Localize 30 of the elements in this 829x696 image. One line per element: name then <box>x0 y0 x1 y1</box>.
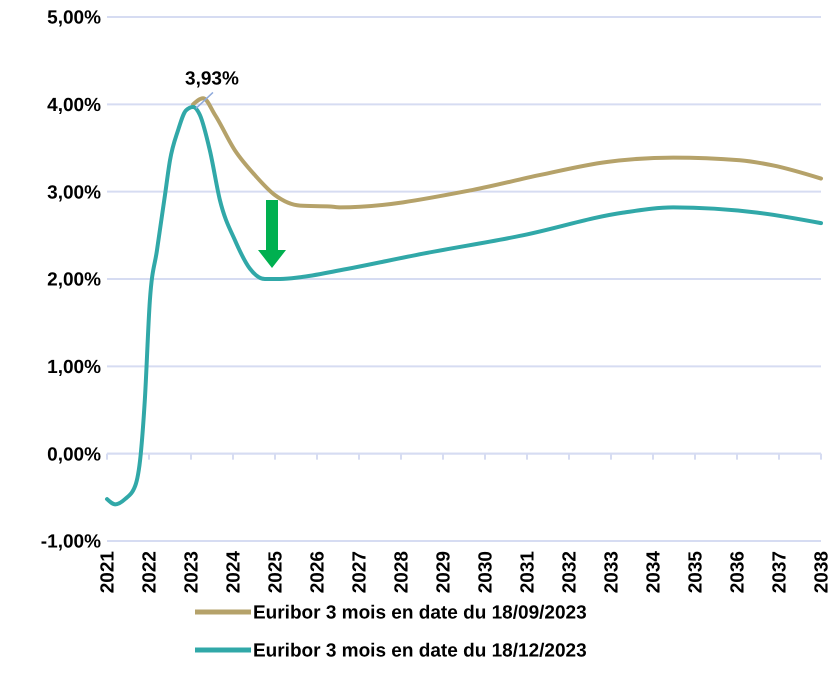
x-tick-label: 2038 <box>812 551 829 594</box>
y-tick-label: 1,00% <box>47 356 102 378</box>
x-tick-label: 2021 <box>98 550 119 594</box>
x-tick-label: 2030 <box>476 551 497 594</box>
x-tick-label: 2033 <box>602 551 623 594</box>
x-tick-label: 2035 <box>686 550 707 594</box>
annotation: 3,93% <box>185 68 239 90</box>
x-tick-label: 2037 <box>770 551 791 594</box>
x-tick-label: 2026 <box>308 551 329 594</box>
x-tick-label: 2022 <box>140 551 161 594</box>
y-tick-label: 4,00% <box>47 94 102 116</box>
y-tick-label: -1,00% <box>40 532 102 553</box>
legend-label: Euribor 3 mois en date du 18/09/2023 <box>253 602 587 624</box>
x-tick-label: 2036 <box>728 551 749 594</box>
y-tick-label: 0,00% <box>47 444 102 466</box>
x-tick-label: 2023 <box>182 551 203 594</box>
x-tick-label: 2025 <box>266 550 287 594</box>
y-tick-label: 3,00% <box>47 182 102 204</box>
x-tick-label: 2029 <box>434 551 455 594</box>
line-series <box>191 96 823 210</box>
y-tick-label: 5,00% <box>47 8 102 29</box>
x-tick-label: 2034 <box>644 550 665 594</box>
x-tick-label: 2032 <box>560 551 581 594</box>
x-tick-label: 2028 <box>392 551 413 594</box>
x-tick-label: 2027 <box>350 551 371 594</box>
x-tick-label: 2031 <box>518 550 539 594</box>
legend-label: Euribor 3 mois en date du 18/12/2023 <box>253 640 587 662</box>
x-tick-label: 2024 <box>224 550 245 594</box>
line-series <box>105 104 823 506</box>
y-tick-label: 2,00% <box>47 270 102 291</box>
